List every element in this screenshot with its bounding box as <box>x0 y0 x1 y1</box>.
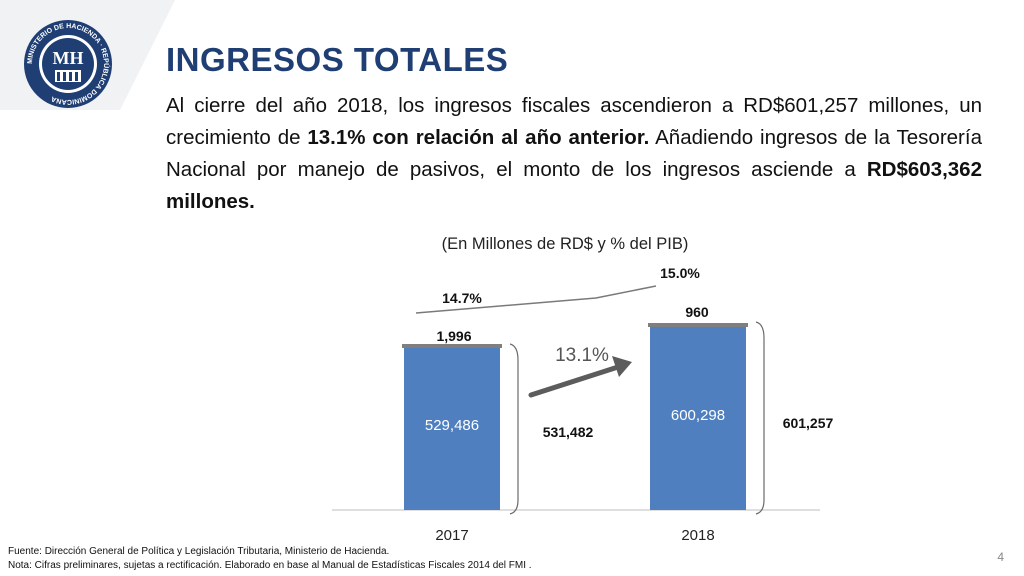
logo-monogram: MH <box>53 48 84 68</box>
footer-source: Fuente: Dirección General de Política y … <box>8 546 390 557</box>
bar-2018-main <box>650 326 746 510</box>
growth-arrow-shaft <box>528 364 621 398</box>
ministerio-hacienda-logo: MINISTERIO DE HACIENDA · REPÚBLICA DOMIN… <box>24 20 112 108</box>
paragraph-bold-2: RD$603,362 millones. <box>166 158 982 213</box>
label-2018-pct-pib: 15.0% <box>660 265 700 281</box>
label-2018-main: 600,298 <box>671 407 725 424</box>
bracket-2017 <box>509 343 519 515</box>
paragraph-text-1: Al cierre del año 2018, los ingresos fis… <box>166 94 982 149</box>
label-2017-top: 1,996 <box>436 328 471 344</box>
label-2017-main: 529,486 <box>425 417 479 434</box>
x-tick-2018: 2018 <box>681 527 714 544</box>
slide-title: INGRESOS TOTALES <box>166 41 509 78</box>
label-2018-top: 960 <box>685 304 709 320</box>
bar-2017-top <box>402 344 502 348</box>
page-number: 4 <box>997 550 1004 564</box>
label-2018-total: 601,257 <box>783 415 834 431</box>
label-2017-pct-pib: 14.7% <box>442 290 482 306</box>
chart-subtitle: (En Millones de RD$ y % del PIB) <box>442 235 689 253</box>
bar-2017-main <box>404 347 500 510</box>
paragraph-bold-1: 13.1% con relación al año anterior. <box>307 126 650 149</box>
pct-pib-line <box>415 285 657 314</box>
paragraph-text-2: Añadiendo ingresos de la Tesorería Nacio… <box>166 126 982 181</box>
x-tick-2017: 2017 <box>435 527 468 544</box>
bracket-2018 <box>755 321 765 515</box>
footer-notes: Fuente: Dirección General de Política y … <box>8 545 532 573</box>
growth-label: 13.1% <box>555 345 609 366</box>
bar-2018-top <box>648 323 748 327</box>
label-2017-total: 531,482 <box>543 424 594 440</box>
summary-paragraph: Al cierre del año 2018, los ingresos fis… <box>166 90 982 218</box>
growth-arrow-head <box>612 356 632 377</box>
footer-note: Nota: Cifras preliminares, sujetas a rec… <box>8 560 532 571</box>
